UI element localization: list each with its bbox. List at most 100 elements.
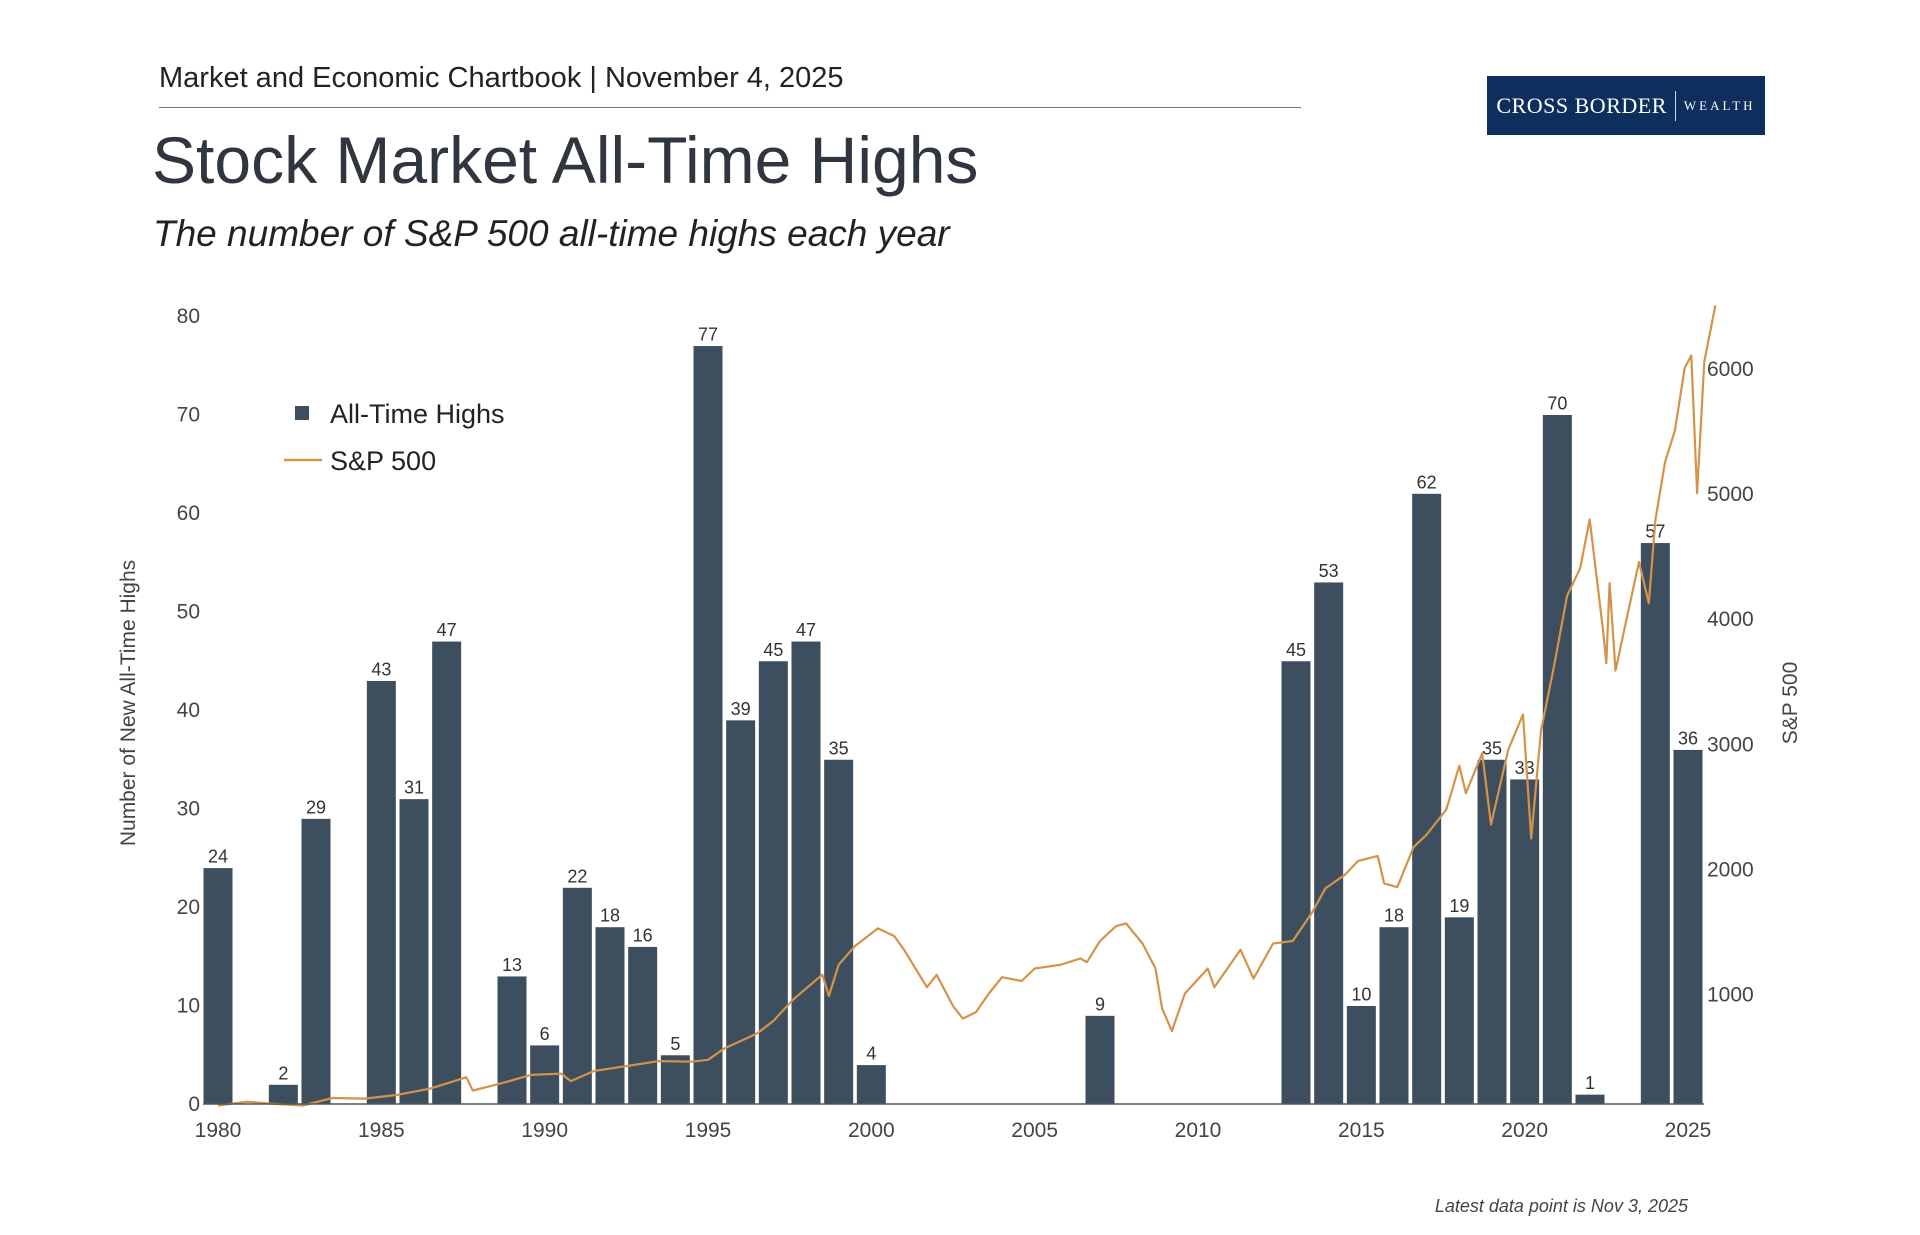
y2-tick-label: 3000	[1707, 733, 1754, 756]
y-tick-label: 40	[177, 699, 200, 722]
bar-label-2020: 33	[1515, 758, 1535, 778]
bar-1994	[659, 1054, 691, 1105]
bar-label-1994: 5	[670, 1034, 680, 1054]
bar-1980	[202, 867, 234, 1105]
legend-label-all-time-highs: All-Time Highs	[330, 399, 505, 429]
bar-label-1997: 45	[763, 640, 783, 660]
bar-label-1995: 77	[698, 325, 718, 345]
footnote: Latest data point is Nov 3, 2025	[1434, 1196, 1688, 1216]
y2-tick-label: 4000	[1707, 608, 1754, 631]
x-tick-label: 1990	[521, 1119, 568, 1142]
bar-label-2000: 4	[866, 1044, 876, 1064]
bar-2019	[1476, 758, 1508, 1105]
bar-label-1990: 6	[540, 1024, 550, 1044]
sp500-line	[217, 305, 1717, 1107]
bar-label-2017: 62	[1417, 472, 1437, 492]
x-tick-label: 1985	[358, 1119, 405, 1142]
bar-label-2018: 19	[1449, 896, 1469, 916]
bar-1997	[757, 660, 789, 1105]
bar-label-2015: 10	[1351, 985, 1371, 1005]
y-tick-label: 80	[177, 305, 200, 328]
bar-label-2025: 36	[1678, 728, 1698, 748]
logo-main-text: CROSS BORDER	[1496, 92, 1667, 118]
bar-1992	[594, 926, 626, 1105]
bar-label-1986: 31	[404, 778, 424, 798]
chartbook-header: Market and Economic Chartbook | November…	[159, 62, 844, 94]
bar-label-1989: 13	[502, 955, 522, 975]
x-tick-label: 1980	[195, 1119, 242, 1142]
y-axis-label: Number of New All-Time Highs	[117, 560, 140, 846]
bar-2014	[1313, 581, 1345, 1105]
x-tick-label: 2010	[1175, 1119, 1222, 1142]
page-title: Stock Market All-Time Highs	[152, 123, 979, 197]
bar-label-1987: 47	[437, 620, 457, 640]
bar-2007	[1084, 1014, 1116, 1105]
bar-2017	[1411, 492, 1443, 1105]
x-tick-label: 2025	[1665, 1119, 1712, 1142]
x-tick-label: 2000	[848, 1119, 895, 1142]
bar-1983	[300, 817, 332, 1105]
bar-2015	[1345, 1005, 1377, 1105]
y2-tick-label: 5000	[1707, 483, 1754, 506]
y-tick-label: 70	[177, 404, 200, 427]
y-tick-label: 30	[177, 798, 200, 821]
header-divider	[159, 107, 1301, 108]
y-tick-label: 60	[177, 502, 200, 525]
y2-tick-label: 6000	[1707, 358, 1754, 381]
bar-label-2021: 70	[1547, 394, 1567, 414]
bar-label-2019: 35	[1482, 738, 1502, 758]
bar-label-1985: 43	[371, 659, 391, 679]
y-tick-label: 10	[177, 995, 200, 1018]
x-tick-label: 2005	[1011, 1119, 1058, 1142]
bar-1985	[365, 679, 397, 1105]
bar-label-1996: 39	[731, 699, 751, 719]
bar-label-1992: 18	[600, 906, 620, 926]
bar-label-1998: 47	[796, 620, 816, 640]
bar-1998	[790, 640, 822, 1105]
bar-label-2022: 1	[1585, 1073, 1595, 1093]
legend-label-sp500: S&P 500	[330, 446, 436, 476]
bar-2000	[855, 1064, 887, 1105]
bar-2022	[1574, 1093, 1606, 1105]
bar-label-1999: 35	[829, 738, 849, 758]
bar-2016	[1378, 926, 1410, 1105]
bar-label-2016: 18	[1384, 906, 1404, 926]
bar-2018	[1443, 916, 1475, 1105]
bar-label-2013: 45	[1286, 640, 1306, 660]
bar-1995	[692, 345, 724, 1105]
logo-sub-text: WEALTH	[1683, 97, 1756, 113]
page-subtitle: The number of S&P 500 all-time highs eac…	[153, 213, 950, 254]
bar-1991	[561, 886, 593, 1105]
legend-bar-swatch	[295, 406, 309, 420]
bar-1986	[398, 798, 430, 1105]
bar-label-1983: 29	[306, 797, 326, 817]
bar-label-1980: 24	[208, 847, 228, 867]
y-tick-label: 50	[177, 601, 200, 624]
x-tick-label: 2020	[1501, 1119, 1548, 1142]
x-tick-label: 1995	[685, 1119, 732, 1142]
logo-separator	[1674, 90, 1676, 121]
y2-tick-label: 2000	[1707, 858, 1754, 881]
bar-2024	[1639, 542, 1671, 1105]
bar-label-2007: 9	[1095, 994, 1105, 1014]
bar-2025	[1672, 748, 1704, 1105]
bar-label-2014: 53	[1319, 561, 1339, 581]
bar-2021	[1541, 414, 1573, 1105]
y-tick-label: 0	[188, 1093, 200, 1116]
bar-1989	[496, 975, 528, 1105]
bar-1999	[823, 758, 855, 1105]
y-tick-label: 20	[177, 896, 200, 919]
bar-1987	[431, 640, 463, 1105]
y2-tick-label: 1000	[1707, 984, 1754, 1007]
bar-2020	[1509, 778, 1541, 1105]
bar-2013	[1280, 660, 1312, 1105]
bar-label-1982: 2	[278, 1063, 288, 1083]
bar-1982	[267, 1083, 299, 1105]
x-tick-label: 2015	[1338, 1119, 1385, 1142]
cross-border-wealth-logo: CROSS BORDER WEALTH	[1487, 76, 1765, 135]
bar-label-1993: 16	[633, 925, 653, 945]
bar-label-1991: 22	[567, 866, 587, 886]
y2-axis-label: S&P 500	[1779, 662, 1802, 745]
bar-1993	[627, 945, 659, 1105]
